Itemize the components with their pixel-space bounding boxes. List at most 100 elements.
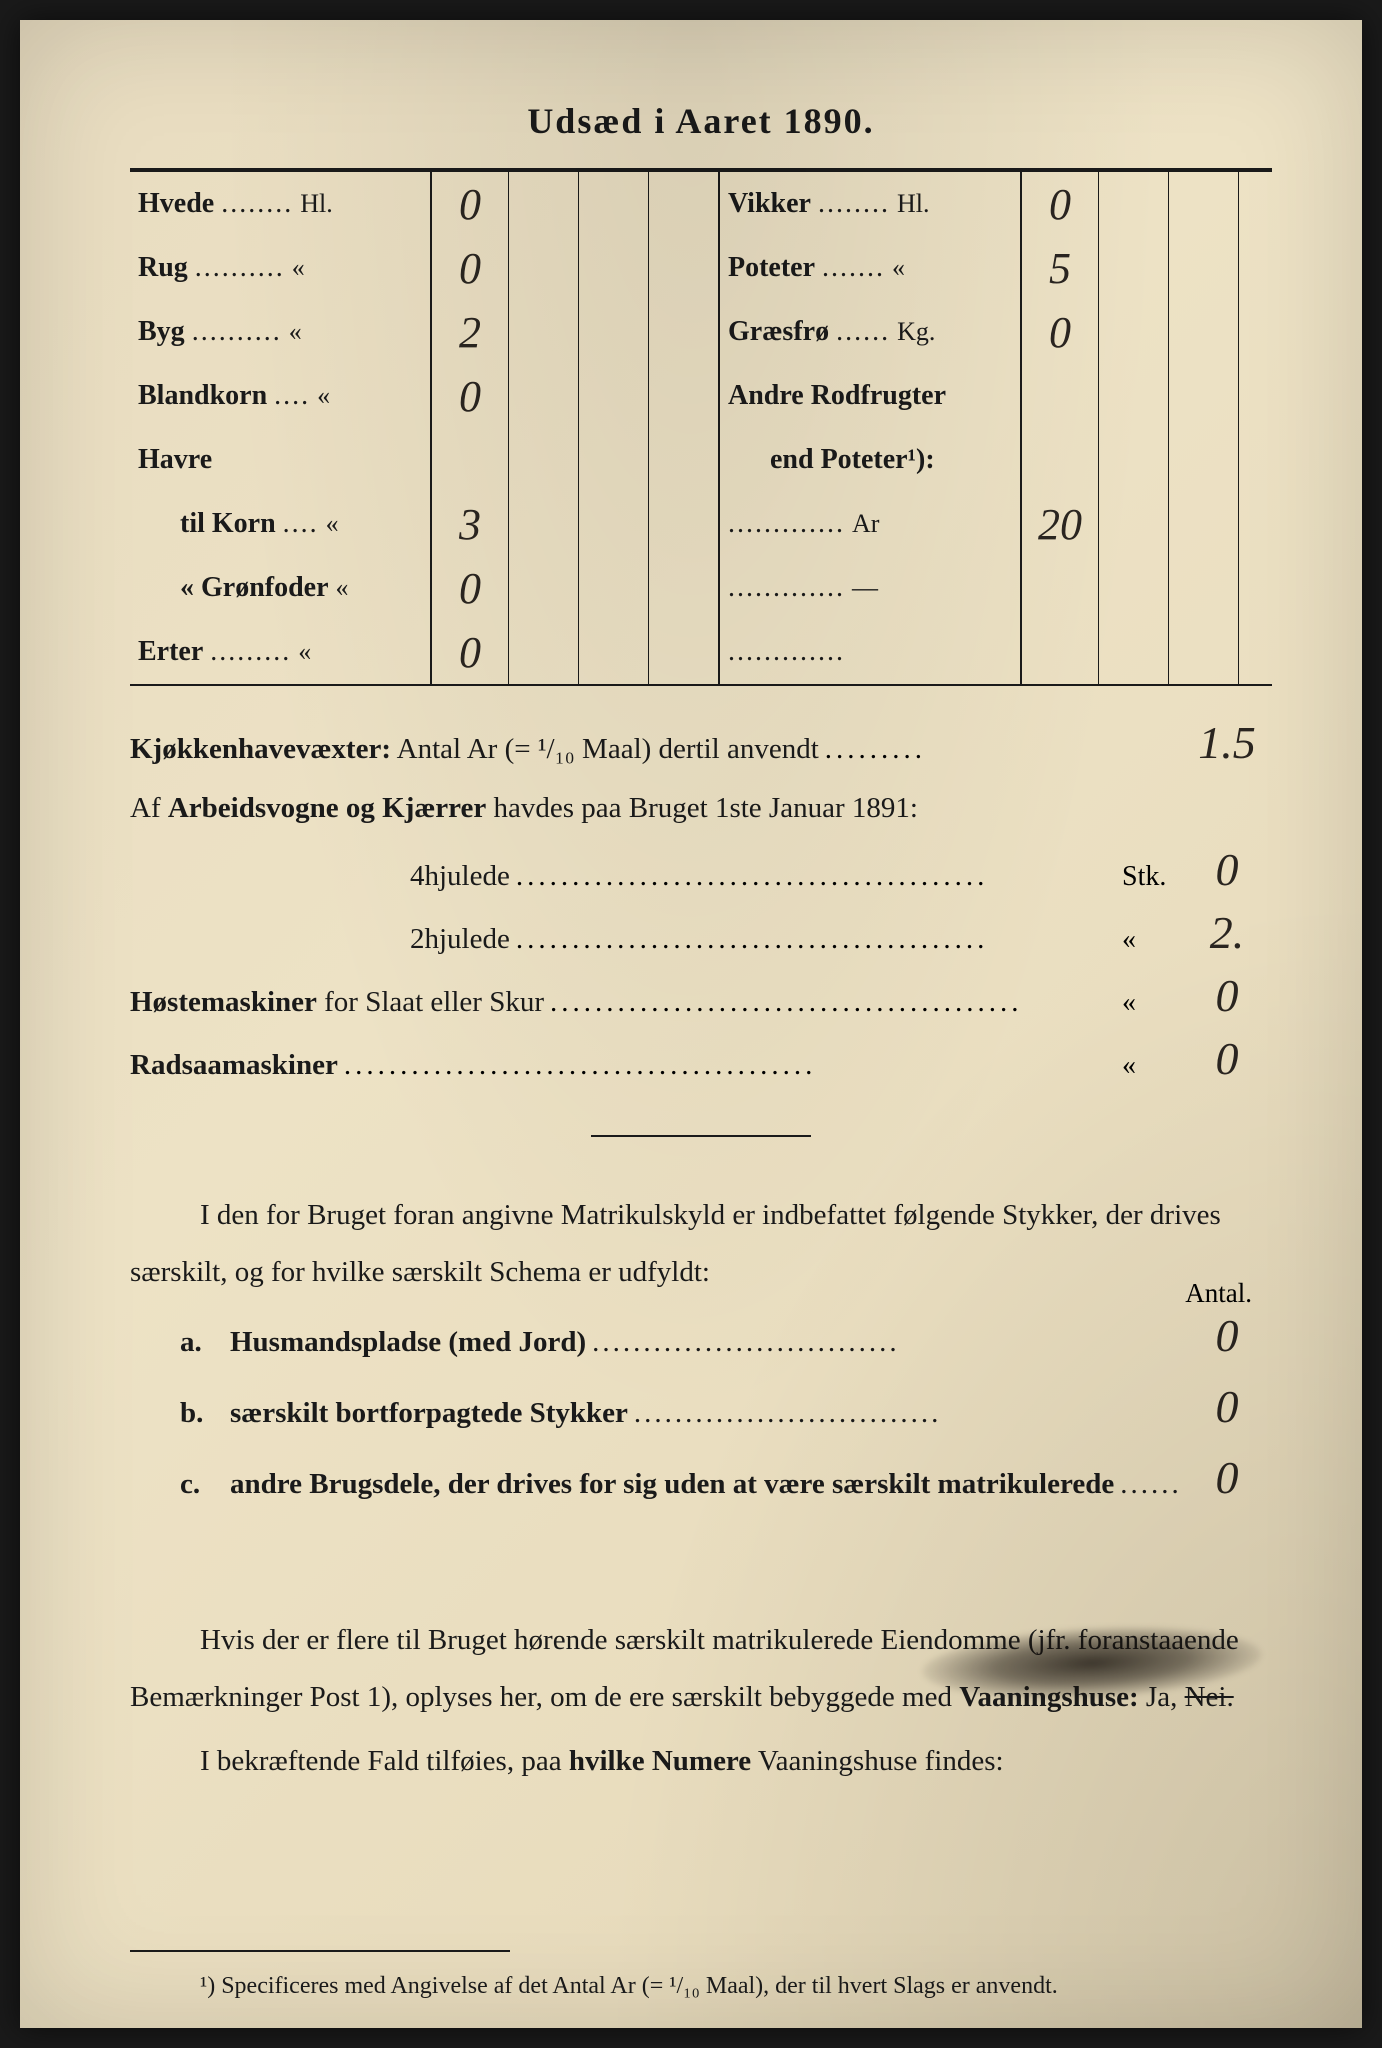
line-label: Radsaamaskiner: [130, 1049, 338, 1082]
kjokken-label: Kjøkkenhavevæxter:: [130, 733, 391, 765]
para3-b: hvilke Numere: [569, 1745, 751, 1777]
grain-cell: 3: [430, 492, 508, 556]
grain-table: Hvede ........ Hl.0Rug .......... «0Byg …: [130, 172, 1272, 686]
kjokken-value: 1.5: [1182, 716, 1272, 769]
grain-cell: [508, 172, 578, 236]
grain-row: Poteter ....... «5: [720, 236, 1308, 300]
grain-cell: 0: [430, 620, 508, 684]
grain-cell: [578, 172, 648, 236]
grain-cell: [648, 300, 718, 364]
grain-row: Rug .......... «0: [130, 236, 718, 300]
grain-label: Græsfrø ...... Kg.: [720, 316, 1020, 348]
grain-row: ............. —: [720, 556, 1308, 620]
dots-fill: ........................................…: [510, 923, 1122, 956]
grain-cell: [578, 300, 648, 364]
grain-row: end Poteter¹):: [720, 428, 1308, 492]
grain-label: Havre: [130, 444, 430, 476]
list-letter: c.: [180, 1468, 230, 1501]
grain-label: ............. —: [720, 572, 1020, 604]
grain-cell: [1020, 428, 1098, 492]
grain-cell: [508, 428, 578, 492]
equipment-line: Høstemaskiner for Slaat eller Skur......…: [130, 969, 1272, 1022]
grain-cell: [508, 620, 578, 684]
footnote-rule: [130, 1950, 510, 1952]
grain-cell: [1238, 300, 1308, 364]
grain-row: Byg .......... «2: [130, 300, 718, 364]
grain-cell: [508, 300, 578, 364]
hand-value: 0: [1182, 1451, 1272, 1504]
line-label: Høstemaskiner for Slaat eller Skur: [130, 986, 544, 1019]
grain-cell: [508, 492, 578, 556]
grain-label: Byg .......... «: [130, 316, 430, 348]
hand-value: 0: [1182, 843, 1272, 896]
hand-value: 0: [1182, 1380, 1272, 1433]
hand-value: 0: [1182, 1032, 1272, 1085]
grain-cell: [578, 492, 648, 556]
grain-label: Blandkorn .... «: [130, 380, 430, 412]
line-unit: «: [1122, 1050, 1182, 1082]
list-text: Husmandspladse (med Jord): [230, 1326, 586, 1359]
grain-cell: [1098, 428, 1168, 492]
grain-label: end Poteter¹):: [720, 444, 1020, 476]
grain-cell: [1238, 556, 1308, 620]
page-title: Udsæd i Aaret 1890.: [130, 100, 1272, 142]
grain-cell: [1168, 300, 1238, 364]
grain-row: ............. Ar20: [720, 492, 1308, 556]
list-letter: b.: [180, 1397, 230, 1430]
list-block: a.Husmandspladse (med Jord).............…: [130, 1309, 1272, 1504]
grain-cell: [1168, 428, 1238, 492]
document-page: Udsæd i Aaret 1890. Hvede ........ Hl.0R…: [20, 20, 1362, 2028]
grain-cell: 20: [1020, 492, 1098, 556]
grain-row: til Korn .... «3: [130, 492, 718, 556]
list-item: c.andre Brugsdele, der drives for sig ud…: [130, 1451, 1272, 1504]
dots-fill: ..............................: [628, 1397, 1182, 1430]
grain-cell: [578, 236, 648, 300]
line-unit: «: [1122, 924, 1182, 956]
equipment-line: Radsaamaskiner..........................…: [130, 1032, 1272, 1085]
grain-cell: [508, 236, 578, 300]
grain-label: Erter ......... «: [130, 636, 430, 668]
list-text: særskilt bortforpagtede Stykker: [230, 1397, 628, 1430]
list-letter: a.: [180, 1326, 230, 1359]
grain-cell: [578, 364, 648, 428]
grain-cell: [1098, 492, 1168, 556]
paragraph-3: I bekræftende Fald tilføies, paa hvilke …: [130, 1733, 1272, 1790]
grain-cell: [1238, 236, 1308, 300]
list-text: andre Brugsdele, der drives for sig uden…: [230, 1468, 1114, 1501]
grain-cell: [1168, 364, 1238, 428]
grain-cell: [1168, 492, 1238, 556]
grain-row: Andre Rodfrugter: [720, 364, 1308, 428]
grain-label: Rug .......... «: [130, 252, 430, 284]
grain-row: Havre: [130, 428, 718, 492]
hand-value: 0: [1182, 969, 1272, 1022]
grain-cell: [648, 172, 718, 236]
grain-cell: 0: [1020, 300, 1098, 364]
grain-cell: [1238, 172, 1308, 236]
dots-fill: ..............................: [1114, 1468, 1182, 1501]
grain-cell: [1098, 236, 1168, 300]
footnote-text: ¹) Specificeres med Angivelse af det Ant…: [130, 1966, 1272, 2007]
grain-cell: [1168, 172, 1238, 236]
line-unit: «: [1122, 987, 1182, 1019]
line-label: 2hjulede: [130, 923, 510, 956]
grain-cell: 0: [430, 172, 508, 236]
grain-label: ............. Ar: [720, 508, 1020, 540]
equipment-line: 4hjulede................................…: [130, 843, 1272, 896]
grain-cell: [1238, 364, 1308, 428]
hand-value: 2.: [1182, 906, 1272, 959]
grain-label: Hvede ........ Hl.: [130, 188, 430, 220]
grain-cell: [1020, 364, 1098, 428]
line-unit: Stk.: [1122, 861, 1182, 893]
grain-cell: [1098, 364, 1168, 428]
grain-cell: [648, 428, 718, 492]
grain-cell: 0: [430, 556, 508, 620]
grain-right-column: Vikker ........ Hl.0Poteter ....... «5Gr…: [718, 172, 1308, 684]
grain-cell: [1238, 428, 1308, 492]
kjokken-row: Kjøkkenhavevæxter: Antal Ar (= ¹/₁₀ Maal…: [130, 716, 1272, 769]
grain-cell: [1020, 556, 1098, 620]
grain-cell: 0: [430, 236, 508, 300]
dots-fill: ........................................…: [338, 1049, 1122, 1082]
grain-cell: [578, 620, 648, 684]
grain-row: .............: [720, 620, 1308, 684]
grain-row: Blandkorn .... «0: [130, 364, 718, 428]
